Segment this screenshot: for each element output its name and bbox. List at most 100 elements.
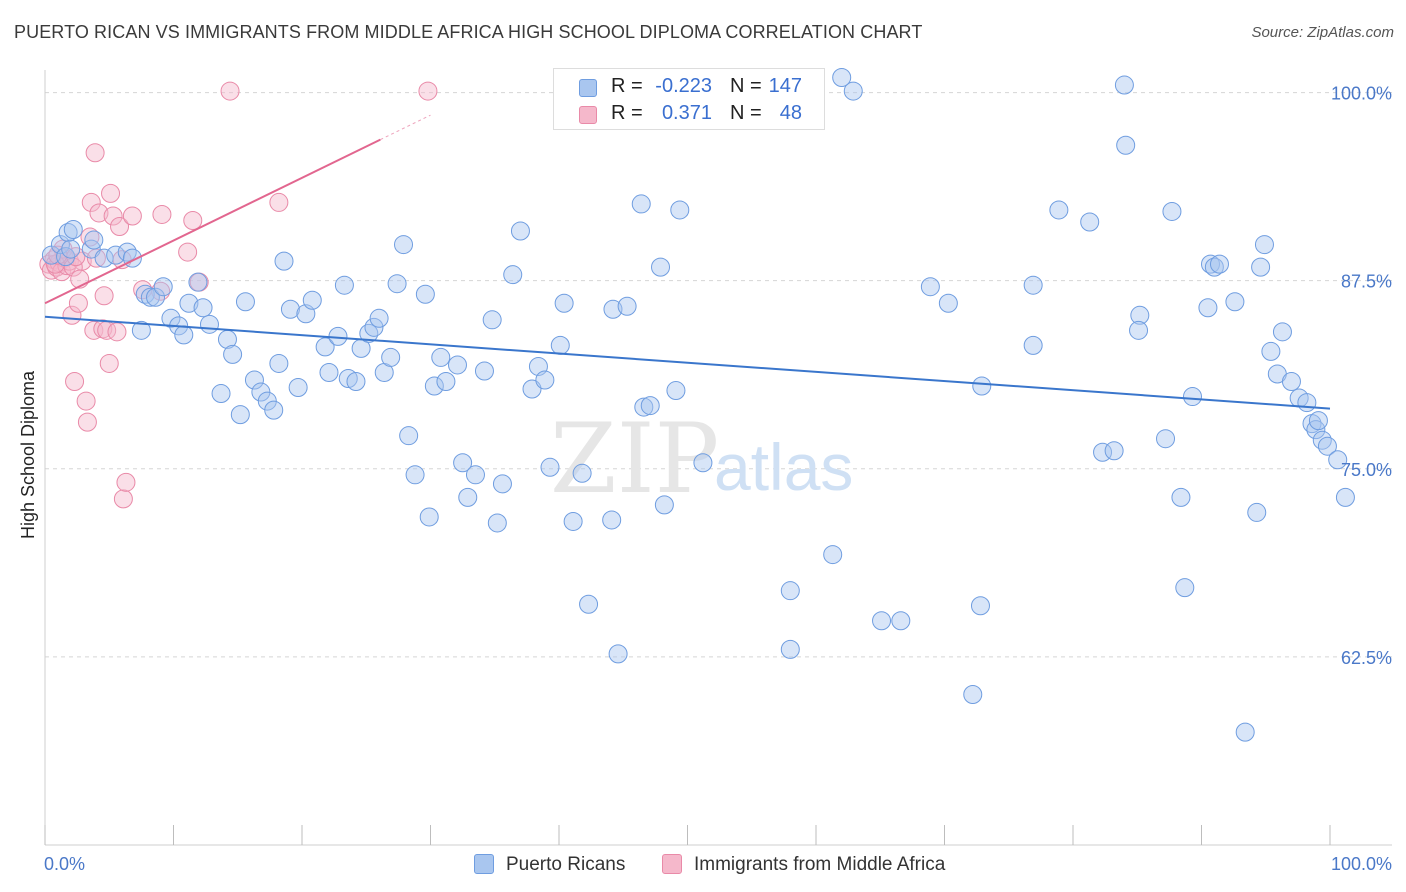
data-point — [651, 257, 671, 277]
data-point — [264, 400, 284, 420]
blue-swatch-icon — [474, 854, 494, 874]
data-point — [1335, 487, 1355, 507]
legend-row-puerto-ricans: R = -0.223 N = 147 — [554, 73, 824, 101]
data-point — [1247, 502, 1267, 522]
n-value: 48 — [779, 102, 802, 124]
data-point — [235, 292, 255, 312]
data-point — [1130, 305, 1150, 325]
data-point — [1198, 298, 1218, 318]
legend-label: Puerto Ricans — [506, 854, 626, 875]
data-point — [1162, 201, 1182, 221]
data-point — [453, 453, 473, 473]
data-point — [122, 206, 142, 226]
data-point — [211, 384, 231, 404]
data-point — [76, 391, 96, 411]
data-point — [654, 495, 674, 515]
data-point — [872, 611, 892, 631]
pink-swatch-icon — [662, 854, 682, 874]
y-tick-label: 75.0% — [1341, 460, 1392, 480]
data-point — [153, 277, 173, 297]
r-label: R = — [611, 102, 643, 124]
data-point — [179, 293, 199, 313]
data-point — [579, 594, 599, 614]
data-point — [666, 381, 686, 401]
data-point — [832, 68, 852, 88]
data-point — [503, 265, 523, 285]
data-point — [938, 293, 958, 313]
data-point — [780, 581, 800, 601]
r-value: 0.371 — [661, 102, 712, 124]
data-point — [315, 337, 335, 357]
data-point — [131, 320, 151, 340]
data-point — [487, 513, 507, 533]
data-point — [458, 487, 478, 507]
data-point — [244, 370, 264, 390]
y-tick-label: 62.5% — [1341, 648, 1392, 668]
data-point — [161, 308, 181, 328]
data-point — [1104, 441, 1124, 461]
data-point — [1281, 372, 1301, 392]
data-point — [230, 405, 250, 425]
data-point — [140, 287, 160, 307]
data-point — [280, 299, 300, 319]
data-point — [563, 511, 583, 531]
data-point — [107, 322, 127, 342]
source-label: Source: ZipAtlas.com — [1251, 24, 1394, 41]
data-point — [631, 194, 651, 214]
series-immigrants-points — [39, 81, 438, 509]
data-point — [193, 298, 213, 318]
n-label: N = — [730, 102, 762, 124]
data-point — [50, 235, 70, 255]
data-point — [920, 277, 940, 297]
data-point — [640, 396, 660, 416]
data-point — [1049, 200, 1069, 220]
data-point — [602, 510, 622, 530]
data-point — [346, 372, 366, 392]
data-point — [474, 361, 494, 381]
data-point — [405, 465, 425, 485]
data-point — [1116, 135, 1136, 155]
data-point — [535, 370, 555, 390]
data-point — [269, 353, 289, 373]
data-point — [447, 355, 467, 375]
data-point — [431, 347, 451, 367]
data-point — [65, 372, 85, 392]
data-point — [780, 639, 800, 659]
data-point — [1023, 275, 1043, 295]
data-point — [1225, 292, 1245, 312]
legend-label: Immigrants from Middle Africa — [694, 854, 946, 875]
data-point — [617, 296, 637, 316]
series-puerto-ricans-points — [41, 68, 1355, 742]
r-label: R = — [611, 75, 643, 97]
n-value: 147 — [768, 75, 802, 97]
legend-row-immigrants: R = 0.371 N = 48 — [554, 100, 824, 128]
data-point — [58, 223, 78, 243]
watermark-zip: ZIP — [550, 403, 719, 515]
data-point — [116, 472, 136, 492]
data-point — [106, 245, 126, 265]
tick-labels: 62.5% 75.0% 87.5% 100.0% 0.0% 100.0% — [44, 84, 1392, 874]
data-point — [1129, 320, 1149, 340]
data-point — [693, 453, 713, 473]
data-point — [1204, 257, 1224, 277]
data-point — [94, 248, 114, 268]
data-point — [288, 378, 308, 398]
n-label: N = — [730, 75, 762, 97]
data-point — [117, 242, 137, 262]
data-point — [99, 353, 119, 373]
data-point — [1209, 254, 1229, 274]
data-point — [415, 284, 435, 304]
data-point — [269, 192, 289, 212]
data-point — [103, 206, 123, 226]
y-axis-label: High School Diploma — [18, 370, 38, 539]
data-point — [1114, 75, 1134, 95]
data-point — [89, 203, 109, 223]
data-point — [381, 347, 401, 367]
data-point — [972, 376, 992, 396]
data-point — [334, 275, 354, 295]
watermark: ZIP atlas — [550, 403, 853, 515]
data-point — [418, 81, 438, 101]
watermark-atlas: atlas — [714, 430, 853, 504]
data-point — [338, 368, 358, 388]
